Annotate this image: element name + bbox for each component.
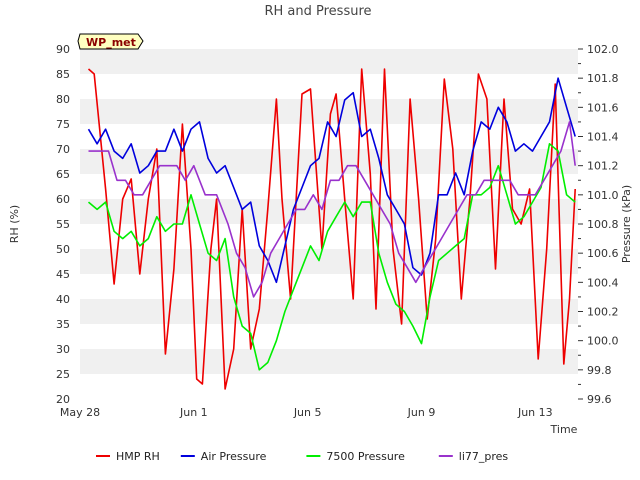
right-tick-label: 101.0 [587, 189, 619, 202]
left-axis-label: RH (%) [8, 205, 21, 243]
right-tick-label: 100.2 [587, 306, 619, 319]
grid-band [80, 49, 578, 74]
badge-label: WP_met [86, 36, 136, 49]
x-axis-label: Time [550, 423, 578, 436]
legend: HMP RH Air Pressure 7500 Pressure li77_pres [96, 450, 508, 463]
x-tick-label: Jun 1 [179, 406, 208, 419]
right-tick-label: 100.0 [587, 335, 619, 348]
left-tick-label: 60 [56, 193, 70, 206]
left-tick-label: 85 [56, 68, 70, 81]
x-tick-label: Jun 13 [517, 406, 553, 419]
x-axis-ticks: May 28 Jun 1 Jun 5 Jun 9 Jun 13 [60, 406, 553, 419]
left-axis-ticks: 20 25 30 35 40 45 50 55 60 65 70 75 80 85 90 [56, 43, 70, 406]
left-tick-label: 35 [56, 318, 70, 331]
grid-band [80, 199, 578, 224]
left-tick-label: 80 [56, 93, 70, 106]
x-tick-label: May 28 [60, 406, 100, 419]
right-tick-label: 100.6 [587, 247, 619, 260]
right-tick-label: 102.0 [587, 43, 619, 56]
right-tick-label: 100.8 [587, 218, 619, 231]
right-axis-label: Pressure (kPa) [620, 185, 633, 263]
left-tick-label: 70 [56, 143, 70, 156]
grid-band [80, 149, 578, 174]
series-line-air-pressure [87, 77, 576, 284]
right-tick-label: 101.2 [587, 160, 619, 173]
left-tick-label: 50 [56, 243, 70, 256]
grid-band [80, 74, 578, 99]
left-tick-label: 40 [56, 293, 70, 306]
series-line-hmp-rh [87, 68, 576, 390]
right-tick-label: 99.8 [587, 364, 612, 377]
badge: WP_met [77, 33, 144, 50]
grid-band [80, 99, 578, 124]
grid-band [80, 349, 578, 374]
legend-label-air-pressure: Air Pressure [201, 450, 267, 463]
right-tick-label: 101.8 [587, 72, 619, 85]
grid-band [80, 299, 578, 324]
legend-label-li77-pres: li77_pres [459, 450, 509, 463]
x-tick-label: Jun 5 [293, 406, 322, 419]
legend-label-hmp-rh: HMP RH [116, 450, 160, 463]
chart-title: RH and Pressure [264, 4, 371, 19]
grid-band [80, 374, 578, 399]
right-tick-label: 100.4 [587, 276, 619, 289]
legend-label-7500-pressure: 7500 Pressure [326, 450, 405, 463]
series-lines [87, 68, 576, 390]
left-tick-label: 20 [56, 393, 70, 406]
left-tick-label: 55 [56, 218, 70, 231]
right-tick-label: 99.6 [587, 393, 612, 406]
right-axis-ticks: 99.6 99.8 100.0 100.2 100.4 100.6 100.8 101.0 10… [578, 43, 619, 406]
left-tick-label: 90 [56, 43, 70, 56]
series-line-li77-pres [88, 121, 576, 298]
right-tick-label: 101.4 [587, 131, 619, 144]
left-tick-label: 75 [56, 118, 70, 131]
left-tick-label: 45 [56, 268, 70, 281]
right-tick-label: 101.6 [587, 101, 619, 114]
grid-band [80, 274, 578, 299]
x-tick-label: Jun 9 [407, 406, 436, 419]
left-tick-label: 30 [56, 343, 70, 356]
left-tick-label: 65 [56, 168, 70, 181]
series-line-7500-pressure [87, 143, 576, 371]
grid-band [80, 249, 578, 274]
grid-band [80, 324, 578, 349]
left-tick-label: 25 [56, 368, 70, 381]
